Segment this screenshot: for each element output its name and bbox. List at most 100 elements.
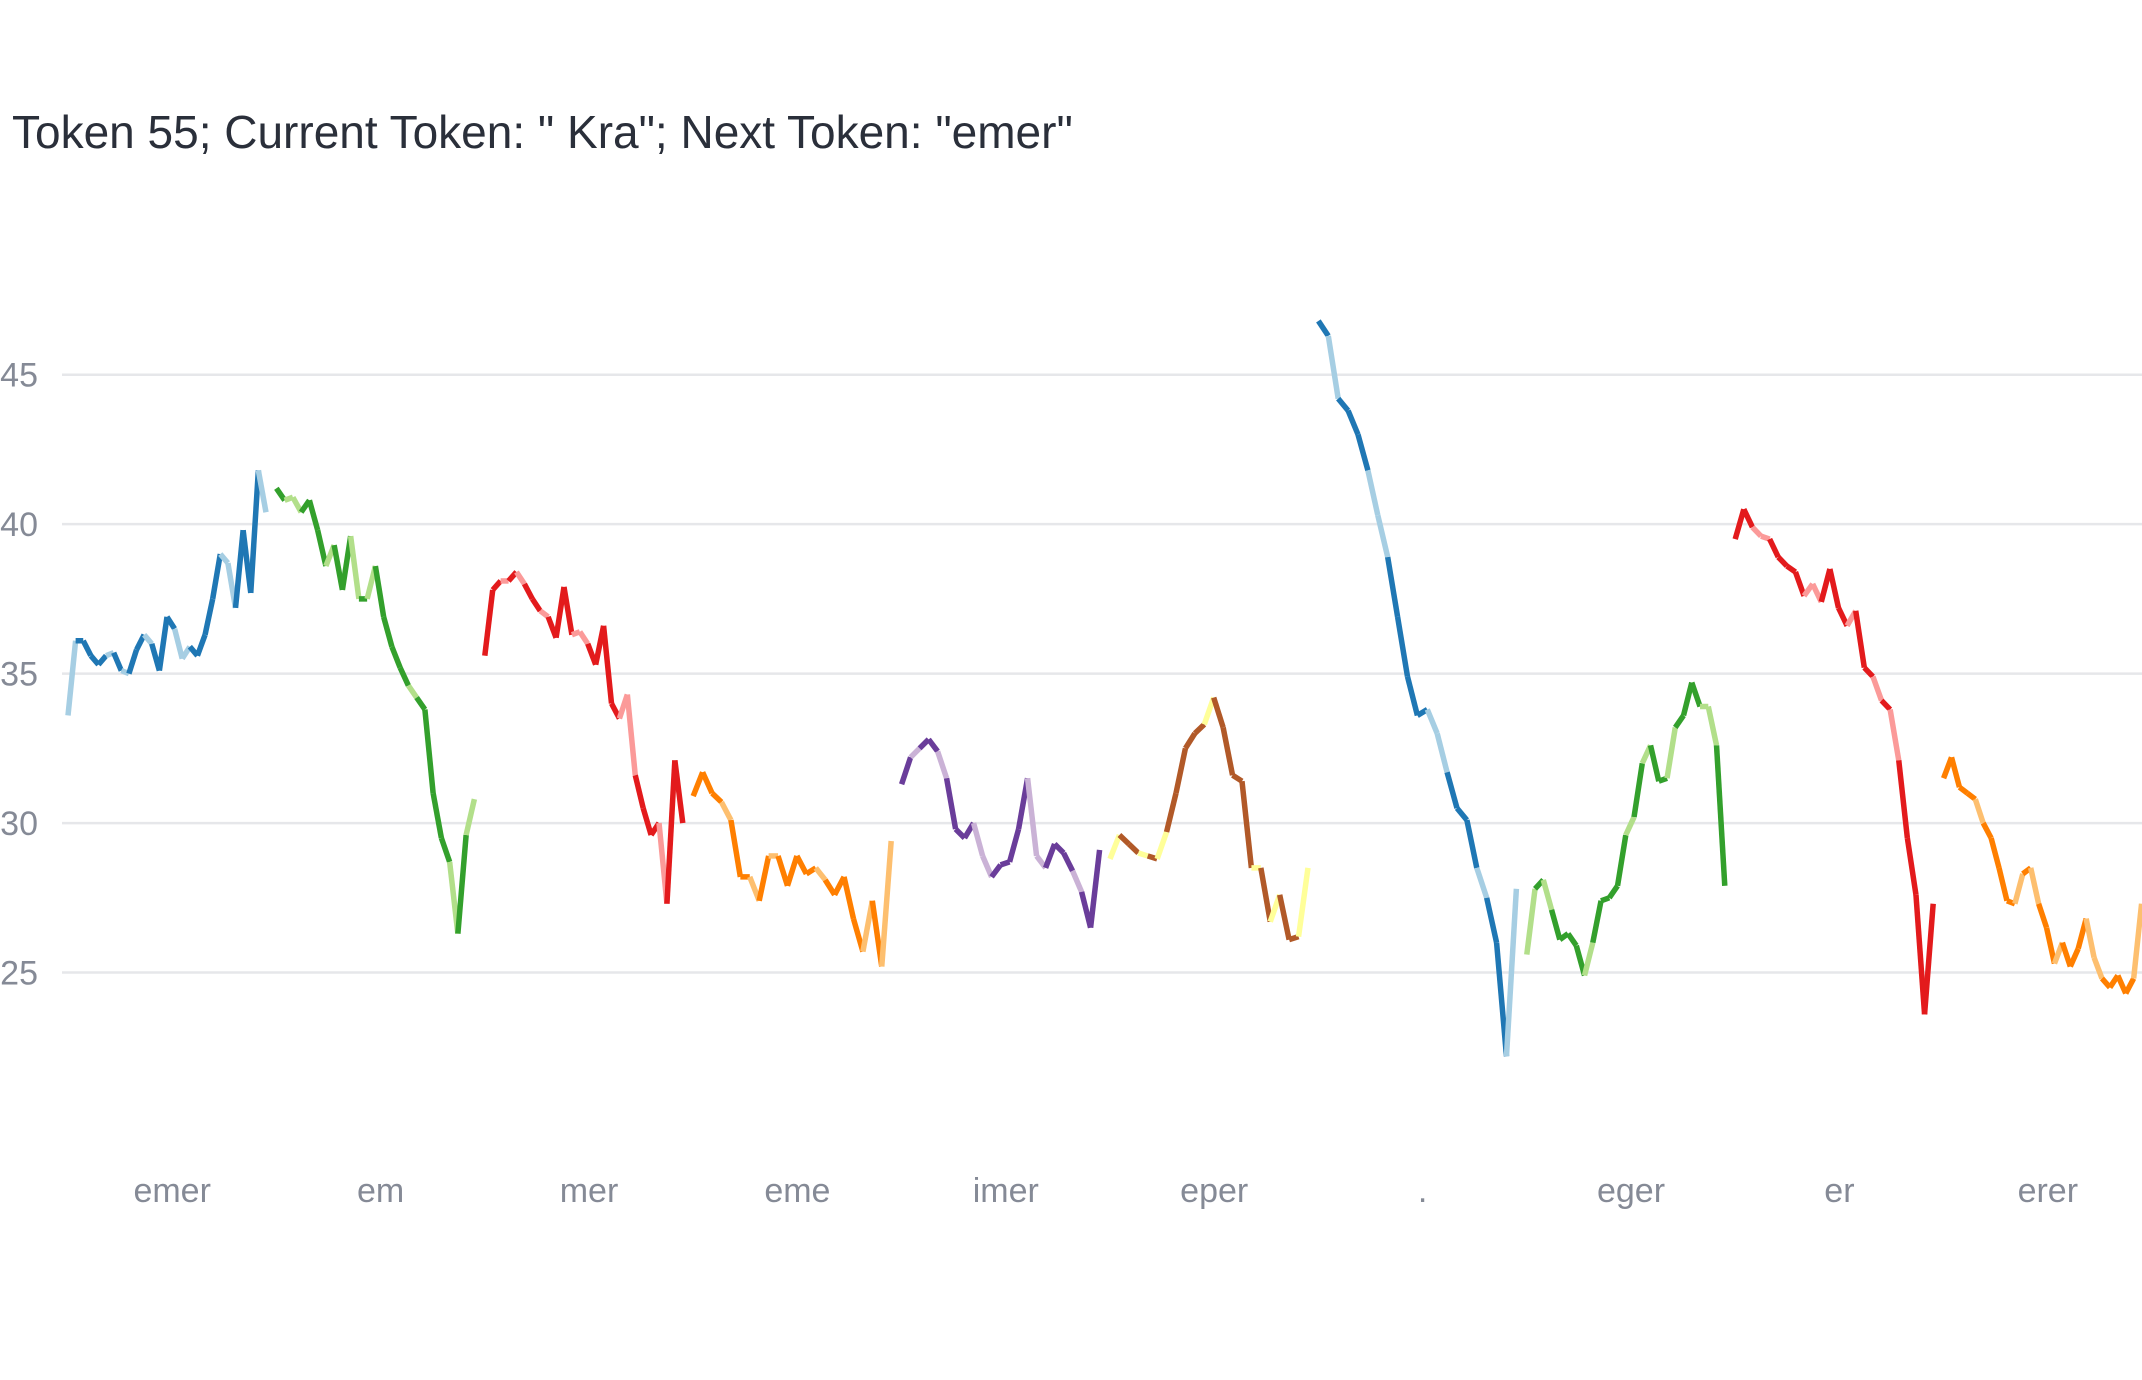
series-segment [1146, 853, 1158, 862]
series-segment [561, 586, 575, 636]
series-segment [1540, 879, 1555, 911]
series-segment [397, 666, 411, 687]
series-segment [111, 651, 124, 672]
series-line-2 [482, 570, 686, 905]
y-tick-label: 25 [0, 955, 38, 993]
chart-title: Token 55; Current Token: " Kra"; Next To… [12, 106, 1073, 158]
series-segment [1664, 726, 1678, 779]
series-segment [1657, 775, 1668, 784]
series-segment [1493, 942, 1510, 1057]
series-segment [1760, 533, 1771, 542]
series-segment [1750, 525, 1764, 539]
series-segment [784, 855, 800, 887]
series-segment [1862, 665, 1875, 679]
series-segment [1741, 508, 1755, 529]
x-tick-label: er [1824, 1172, 1854, 1210]
series-segment [577, 630, 591, 646]
series-segment [1365, 469, 1381, 516]
series-segment [2012, 873, 2026, 905]
series-segment [482, 589, 496, 657]
series-segment [2083, 918, 2097, 959]
series-segment [306, 499, 321, 531]
series-segment [879, 840, 894, 967]
series-segment [775, 855, 791, 887]
series-segment [700, 771, 715, 795]
series-segment [1024, 777, 1040, 857]
series-segment [1277, 894, 1292, 941]
series-segment [1117, 833, 1131, 846]
series-segment [1295, 867, 1311, 938]
x-tick-label: emer [133, 1172, 210, 1210]
series-segment [934, 750, 950, 780]
series-segment [1126, 841, 1141, 855]
series-segment [202, 598, 216, 636]
series-segment [1288, 934, 1300, 943]
series-segment [142, 632, 154, 646]
series-segment [1565, 932, 1579, 948]
series-segment [1887, 709, 1902, 761]
series-segment [1239, 780, 1255, 869]
series-segment [1996, 867, 2010, 902]
series-segment [1980, 821, 1994, 840]
x-tick-label: eger [1597, 1172, 1665, 1210]
series-segment [728, 819, 744, 878]
series-segment [1904, 837, 1919, 896]
series-segment [1503, 888, 1520, 1057]
series-segment [347, 535, 362, 600]
series-segment [860, 900, 876, 953]
series-segment [283, 494, 294, 503]
series-segment [1600, 895, 1611, 904]
series-segment [430, 792, 445, 839]
x-tick-label: eper [1180, 1172, 1248, 1210]
series-segment [2123, 977, 2137, 995]
series-segment [1355, 433, 1371, 472]
series-segment [422, 709, 436, 794]
x-tick-label: . [1418, 1172, 1427, 1210]
series-segment [1052, 842, 1066, 855]
series-segment [274, 486, 287, 502]
series-segment [1173, 747, 1189, 794]
series-segment [80, 639, 94, 657]
series-segment [194, 633, 208, 657]
series-segment [463, 798, 478, 836]
series-line-7 [1524, 681, 1728, 977]
grid-lines [62, 373, 2142, 974]
series-segment [248, 470, 262, 594]
series-segment [65, 640, 79, 716]
series-segment [2028, 867, 2042, 905]
series-segment [804, 865, 818, 877]
series-segment [664, 760, 678, 904]
series-segment [1201, 696, 1217, 726]
series-segment [710, 791, 724, 805]
series-segment [1623, 815, 1637, 837]
series-segment [1972, 798, 1986, 824]
series-segment [1375, 514, 1391, 558]
series-segment [1680, 681, 1695, 717]
series-segment [756, 855, 772, 902]
series-segment [813, 866, 828, 882]
series-line-4 [898, 737, 1103, 929]
series-segment [1258, 867, 1273, 923]
series-line-3 [690, 771, 894, 967]
series-segment [414, 695, 428, 712]
series-segment [171, 628, 185, 660]
series-segment [255, 469, 269, 513]
series-segment [455, 834, 469, 934]
x-axis-ticks: emer em mer eme imer eper. eger er erer [133, 1172, 2078, 1210]
series-segment [980, 854, 995, 878]
series-segment [1434, 732, 1450, 773]
series-segment [380, 616, 395, 648]
series-line-1 [274, 486, 478, 934]
series-segment [2091, 956, 2105, 980]
series-segment [632, 774, 646, 809]
series-segment [1220, 726, 1236, 776]
series-segment [438, 837, 453, 863]
y-tick-label: 40 [0, 506, 38, 544]
series-line-5 [1107, 696, 1311, 943]
series-segment [126, 648, 140, 675]
series-segment [530, 597, 543, 613]
series-segment [1464, 819, 1480, 869]
series-segment [970, 822, 986, 857]
series-segment [1183, 731, 1198, 750]
